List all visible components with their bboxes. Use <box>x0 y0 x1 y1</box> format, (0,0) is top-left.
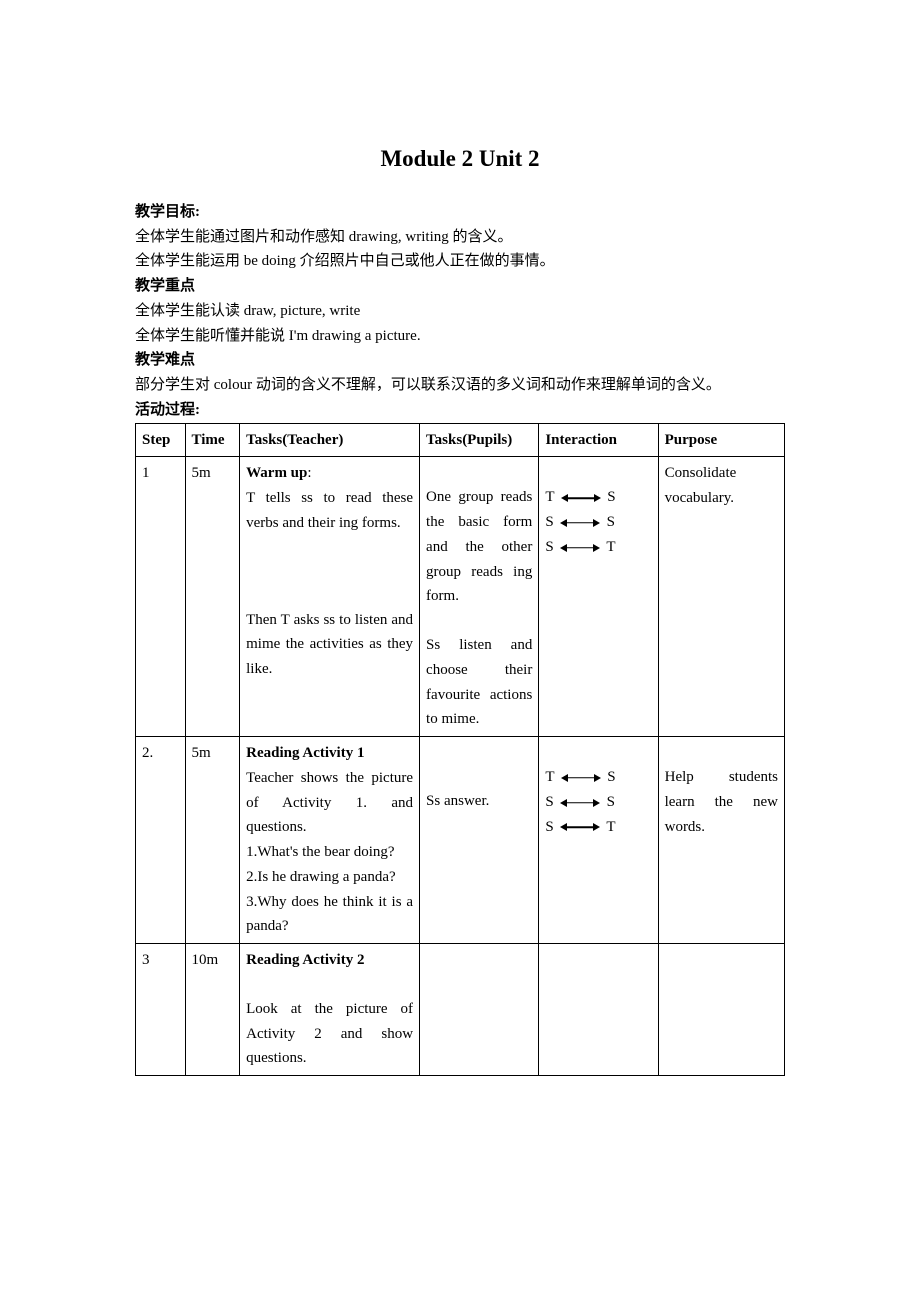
objective-line: 全体学生能通过图片和动作感知 drawing, writing 的含义。 <box>135 225 785 250</box>
cell-pupils <box>420 944 539 1076</box>
difficulty-line: 部分学生对 colour 动词的含义不理解，可以联系汉语的多义词和动作来理解单词… <box>135 373 785 398</box>
interaction-line: S T <box>545 815 651 840</box>
cell-purpose: Help students learn the new words. <box>658 737 784 944</box>
cell-pupils: One group reads the basic form and the o… <box>420 457 539 737</box>
purpose-text: Help students learn the new words. <box>665 765 778 839</box>
cell-purpose: Consolidate vocabulary. <box>658 457 784 737</box>
keypoint-line: 全体学生能听懂并能说 I'm drawing a picture. <box>135 324 785 349</box>
task-line: Reading Activity 1 <box>246 741 413 766</box>
cell-teacher: Warm up:T tells ss to read these verbs a… <box>240 457 420 737</box>
task-line: 3.Why does he think it is a panda? <box>246 890 413 940</box>
task-line: Look at the picture of Activity 2 and sh… <box>246 997 413 1071</box>
task-line: T tells ss to read these verbs and their… <box>246 486 413 536</box>
lesson-table: Step Time Tasks(Teacher) Tasks(Pupils) I… <box>135 423 785 1077</box>
cell-step: 2. <box>136 737 186 944</box>
task-line: Warm up: <box>246 461 413 486</box>
col-teacher: Tasks(Teacher) <box>240 423 420 457</box>
task-line: One group reads the basic form and the o… <box>426 485 532 609</box>
col-purpose: Purpose <box>658 423 784 457</box>
table-row: 2.5mReading Activity 1Teacher shows the … <box>136 737 785 944</box>
table-row: 15mWarm up:T tells ss to read these verb… <box>136 457 785 737</box>
cell-interaction: T SS SS T <box>539 457 658 737</box>
task-line: Then T asks ss to listen and mime the ac… <box>246 608 413 682</box>
interaction-line: S S <box>545 790 651 815</box>
cell-teacher: Reading Activity 1Teacher shows the pict… <box>240 737 420 944</box>
col-pupils: Tasks(Pupils) <box>420 423 539 457</box>
cell-step: 3 <box>136 944 186 1076</box>
cell-pupils: Ss answer. <box>420 737 539 944</box>
interaction-line: S T <box>545 535 651 560</box>
cell-time: 10m <box>185 944 240 1076</box>
task-line: Teacher shows the picture of Activity 1.… <box>246 766 413 840</box>
interaction-line: T S <box>545 765 651 790</box>
task-line: Ss listen and choose their favourite act… <box>426 633 532 732</box>
col-interaction: Interaction <box>539 423 658 457</box>
task-line: Ss answer. <box>426 789 532 814</box>
interaction-line: S S <box>545 510 651 535</box>
intro-section: 教学目标: 全体学生能通过图片和动作感知 drawing, writing 的含… <box>135 200 785 423</box>
keypoints-label: 教学重点 <box>135 278 195 294</box>
task-line: 1.What's the bear doing? <box>246 840 413 865</box>
task-line: 2.Is he drawing a panda? <box>246 865 413 890</box>
cell-time: 5m <box>185 457 240 737</box>
cell-step: 1 <box>136 457 186 737</box>
process-label: 活动过程: <box>135 398 785 423</box>
objective-line: 全体学生能运用 be doing 介绍照片中自己或他人正在做的事情。 <box>135 249 785 274</box>
cell-purpose <box>658 944 784 1076</box>
col-time: Time <box>185 423 240 457</box>
keypoint-line: 全体学生能认读 draw, picture, write <box>135 299 785 324</box>
cell-time: 5m <box>185 737 240 944</box>
cell-teacher: Reading Activity 2 Look at the picture of… <box>240 944 420 1076</box>
interaction-line: T S <box>545 485 651 510</box>
difficulties-label: 教学难点 <box>135 352 195 368</box>
page-title: Module 2 Unit 2 <box>135 140 785 178</box>
task-line: Reading Activity 2 <box>246 948 413 973</box>
table-row: 310mReading Activity 2 Look at the pictur… <box>136 944 785 1076</box>
table-body: 15mWarm up:T tells ss to read these verb… <box>136 457 785 1076</box>
cell-interaction: T SS SS T <box>539 737 658 944</box>
objectives-label: 教学目标: <box>135 204 200 220</box>
table-header-row: Step Time Tasks(Teacher) Tasks(Pupils) I… <box>136 423 785 457</box>
col-step: Step <box>136 423 186 457</box>
cell-interaction <box>539 944 658 1076</box>
